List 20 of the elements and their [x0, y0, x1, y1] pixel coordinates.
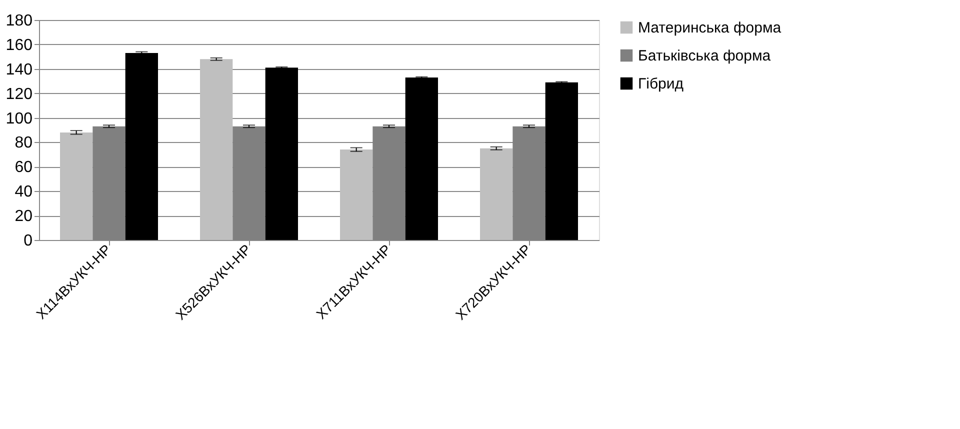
- legend-label: Гібрид: [638, 76, 684, 92]
- bar: [480, 148, 513, 240]
- y-tick-label: 120: [6, 86, 33, 103]
- bar: [340, 150, 373, 240]
- legend-label: Материнська форма: [638, 20, 782, 36]
- y-tick-label: 80: [14, 134, 33, 152]
- bar: [200, 59, 233, 240]
- y-tick-label: 160: [6, 36, 33, 54]
- y-tick-label: 40: [14, 184, 33, 201]
- y-tick-label: 60: [14, 159, 33, 176]
- bar: [545, 82, 578, 240]
- y-tick-label: 100: [6, 110, 33, 128]
- y-tick-label: 140: [6, 61, 33, 78]
- y-tick-label: 180: [6, 12, 33, 30]
- legend-label: Батьківська форма: [638, 48, 772, 64]
- y-tick-label: 0: [24, 232, 33, 250]
- bar: [265, 68, 298, 240]
- bar: [60, 132, 93, 240]
- bar: [405, 77, 438, 240]
- y-tick-label: 20: [14, 208, 33, 226]
